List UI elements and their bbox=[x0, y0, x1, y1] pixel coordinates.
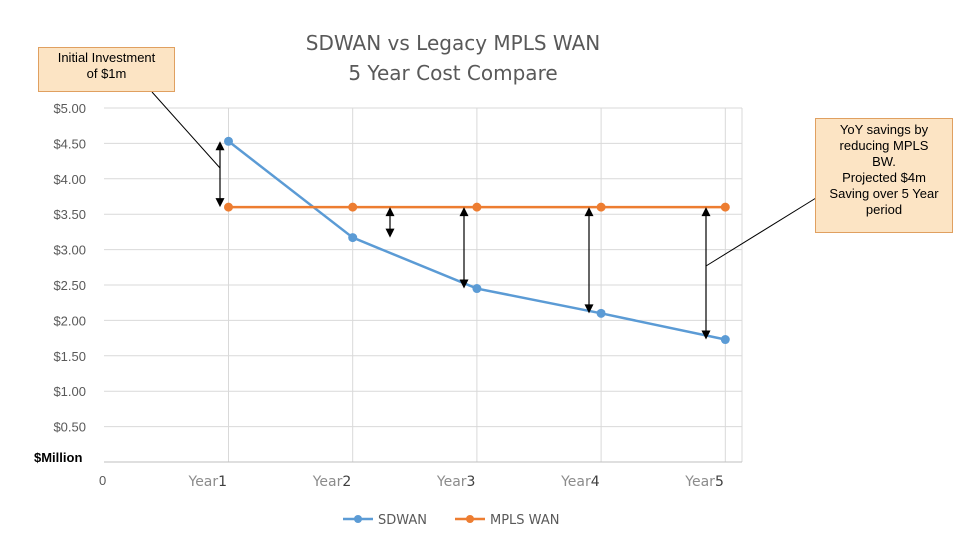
y-tick-label: $2.50 bbox=[53, 278, 86, 293]
data-point bbox=[472, 202, 482, 212]
x-tick-word: Year bbox=[684, 474, 715, 490]
callout-line: period bbox=[865, 202, 903, 217]
y-axis-ticks: $0.50 $1.00 $1.50 $2.00 $2.50 $3.00 $3.50 $4.00… bbox=[53, 101, 86, 435]
x-tick-word: Year bbox=[312, 474, 343, 490]
data-point bbox=[224, 136, 233, 146]
x-tick-label: Year4 bbox=[560, 474, 600, 490]
callout-line: of $1m bbox=[86, 66, 127, 81]
x-tick-label: Year2 bbox=[312, 474, 352, 490]
arrowhead bbox=[385, 207, 395, 217]
y-tick-label: $3.50 bbox=[53, 207, 86, 222]
legend-swatch-marker bbox=[466, 515, 474, 523]
y-tick-label: $4.00 bbox=[53, 172, 86, 187]
x-axis-ticks: Year1 Year2 Year3 Year4 Year5 bbox=[188, 474, 724, 490]
y-tick-label: $1.00 bbox=[53, 384, 86, 399]
x-tick-number: 1 bbox=[218, 474, 227, 490]
y-unit-label: $Million bbox=[34, 450, 82, 465]
x-tick-label: Year5 bbox=[684, 474, 724, 490]
initial-callout-leader bbox=[151, 91, 221, 169]
chart-title-line: 5 Year Cost Compare bbox=[348, 61, 557, 85]
initial-investment-callout: Initial Investment of $1m bbox=[38, 47, 175, 92]
x-tick-label: Year1 bbox=[188, 474, 228, 490]
y-tick-label: $0.50 bbox=[53, 420, 86, 435]
series-lines bbox=[224, 136, 730, 345]
callout-line: BW. bbox=[872, 154, 896, 169]
x-tick-number: 3 bbox=[467, 474, 476, 490]
data-point bbox=[596, 308, 606, 318]
callout-line: YoY savings by bbox=[839, 122, 929, 137]
savings-callout-leader bbox=[705, 197, 817, 267]
legend: SDWAN MPLS WAN bbox=[343, 513, 559, 528]
y-tick-label: $5.00 bbox=[53, 101, 86, 116]
callout-leader-lines bbox=[151, 91, 817, 267]
x-tick-number: 4 bbox=[591, 474, 600, 490]
arrowhead bbox=[385, 228, 395, 238]
data-point bbox=[348, 233, 358, 243]
y-tick-label: $1.50 bbox=[53, 349, 86, 364]
data-point bbox=[596, 202, 606, 212]
data-point bbox=[472, 284, 482, 294]
arrowhead bbox=[584, 304, 594, 314]
x-tick-label: Year3 bbox=[436, 474, 476, 490]
gridlines bbox=[104, 107, 743, 463]
arrowhead bbox=[701, 207, 711, 217]
data-point bbox=[348, 202, 358, 212]
legend-swatch-marker bbox=[354, 515, 362, 523]
data-point bbox=[720, 202, 730, 212]
x-tick-word: Year bbox=[188, 474, 219, 490]
callout-line: Projected $4m bbox=[842, 170, 926, 185]
y-tick-label: $3.00 bbox=[53, 243, 86, 258]
chart-title-line: SDWAN vs Legacy MPLS WAN bbox=[306, 31, 600, 55]
x-tick-number: 5 bbox=[715, 474, 724, 490]
data-point bbox=[224, 202, 233, 212]
x-tick-number: 2 bbox=[342, 474, 351, 490]
arrowhead bbox=[584, 207, 594, 217]
callout-line: Saving over 5 Year bbox=[829, 186, 939, 201]
arrowhead bbox=[215, 198, 225, 208]
arrowhead bbox=[459, 207, 469, 217]
x-tick-word: Year bbox=[436, 474, 467, 490]
y-tick-label: $2.00 bbox=[53, 313, 86, 328]
legend-label: SDWAN bbox=[378, 513, 427, 528]
arrowhead bbox=[215, 141, 225, 151]
callout-line: reducing MPLS bbox=[839, 138, 929, 153]
y-tick-label: $4.50 bbox=[53, 136, 86, 151]
x-tick-word: Year bbox=[560, 474, 591, 490]
callout-line: Initial Investment bbox=[57, 50, 156, 65]
savings-arrows bbox=[215, 141, 711, 340]
yoy-savings-callout: YoY savings by reducing MPLS BW. Projected … bbox=[815, 118, 953, 233]
x-origin-label: 0 bbox=[99, 473, 106, 488]
data-point bbox=[720, 335, 730, 345]
arrowhead bbox=[459, 279, 469, 289]
chart-title: SDWAN vs Legacy MPLS WAN 5 Year Cost Comp… bbox=[306, 31, 600, 85]
legend-label: MPLS WAN bbox=[490, 513, 559, 528]
arrowhead bbox=[701, 330, 711, 340]
